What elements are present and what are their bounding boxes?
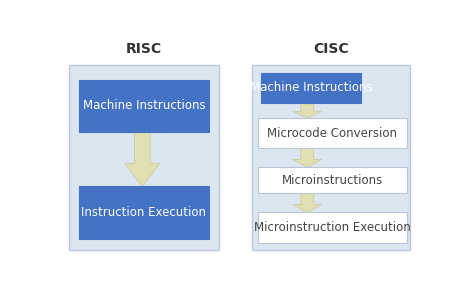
Text: CISC: CISC xyxy=(313,42,348,56)
Polygon shape xyxy=(293,148,321,168)
Polygon shape xyxy=(293,103,321,118)
Text: Microcode Conversion: Microcode Conversion xyxy=(267,127,397,140)
Text: Microinstructions: Microinstructions xyxy=(282,174,383,187)
FancyBboxPatch shape xyxy=(69,65,219,250)
Text: Instruction Execution: Instruction Execution xyxy=(81,206,206,219)
Polygon shape xyxy=(293,193,321,213)
FancyBboxPatch shape xyxy=(252,65,409,250)
Text: RISC: RISC xyxy=(126,42,162,56)
Text: Machine Instructions: Machine Instructions xyxy=(83,99,205,112)
FancyBboxPatch shape xyxy=(80,186,208,238)
Text: Machine Instructions: Machine Instructions xyxy=(250,81,372,95)
FancyBboxPatch shape xyxy=(258,118,407,148)
Text: Microinstruction Execution: Microinstruction Execution xyxy=(254,221,411,234)
Polygon shape xyxy=(125,132,160,186)
FancyBboxPatch shape xyxy=(258,213,407,243)
FancyBboxPatch shape xyxy=(261,72,361,103)
FancyBboxPatch shape xyxy=(80,80,208,132)
FancyBboxPatch shape xyxy=(258,168,407,193)
